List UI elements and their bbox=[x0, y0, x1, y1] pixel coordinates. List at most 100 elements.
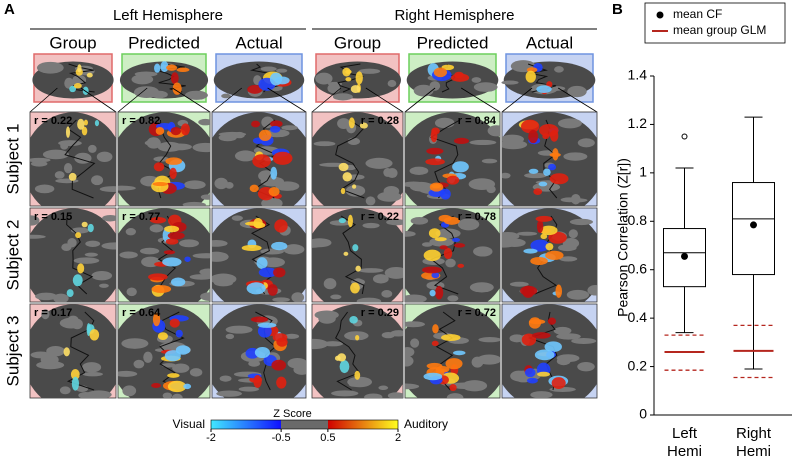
brain-sulcus bbox=[313, 141, 336, 147]
activation-blob bbox=[249, 184, 259, 193]
activation-blob bbox=[347, 214, 353, 228]
activation-blob bbox=[152, 182, 168, 187]
activation-blob bbox=[167, 373, 180, 378]
activation-blob bbox=[89, 329, 100, 341]
activation-blob bbox=[165, 157, 183, 165]
activation-blob bbox=[169, 167, 177, 180]
colorbar-low-label: Visual bbox=[173, 417, 205, 431]
brain-sulcus bbox=[557, 118, 582, 129]
activation-blob bbox=[345, 77, 352, 82]
brain-sulcus bbox=[91, 270, 113, 281]
r-value: r = 0.72 bbox=[458, 307, 496, 319]
activation-blob bbox=[534, 349, 555, 361]
activation-blob bbox=[355, 265, 361, 272]
activation-blob bbox=[359, 122, 368, 129]
brain-image bbox=[405, 112, 500, 206]
brain-sulcus bbox=[377, 191, 402, 202]
brain-sulcus bbox=[477, 354, 500, 365]
brain-surface bbox=[118, 208, 210, 302]
activation-blob bbox=[523, 248, 538, 254]
brain-sulcus bbox=[473, 246, 493, 257]
brain-sulcus bbox=[329, 220, 352, 226]
zoom-line bbox=[267, 87, 307, 113]
brain-sulcus bbox=[291, 292, 305, 302]
brain-sulcus bbox=[133, 86, 160, 98]
brain-sulcus bbox=[331, 390, 359, 397]
activation-blob bbox=[348, 117, 355, 129]
brain-sulcus bbox=[365, 196, 376, 206]
brain-sulcus bbox=[481, 83, 497, 91]
brain-sulcus bbox=[314, 310, 339, 320]
activation-blob bbox=[157, 332, 168, 340]
brain-sulcus bbox=[118, 370, 138, 377]
brain-sulcus bbox=[405, 355, 414, 367]
brain-sulcus bbox=[563, 152, 588, 161]
brain-sulcus bbox=[554, 66, 564, 73]
brain-image bbox=[405, 208, 500, 302]
activation-blob bbox=[271, 241, 288, 251]
brain-sulcus bbox=[182, 201, 206, 206]
brain-sulcus bbox=[312, 338, 329, 350]
brain-sulcus bbox=[587, 285, 597, 296]
brain-image bbox=[30, 208, 116, 302]
y-tick-label: 0.4 bbox=[628, 309, 648, 325]
brain-image bbox=[312, 208, 403, 302]
activation-blob bbox=[268, 187, 280, 197]
brain-sulcus bbox=[571, 338, 597, 345]
brain-sulcus bbox=[272, 297, 290, 302]
activation-blob bbox=[525, 70, 536, 83]
activation-blob bbox=[521, 119, 540, 134]
legend-label: mean CF bbox=[673, 7, 722, 21]
zoom-line bbox=[501, 87, 533, 113]
activation-blob bbox=[170, 277, 186, 287]
activation-blob bbox=[536, 85, 552, 93]
brain-image bbox=[119, 61, 209, 100]
brain-sulcus bbox=[126, 287, 137, 297]
activation-blob bbox=[548, 163, 557, 171]
brain-sulcus bbox=[122, 385, 137, 397]
brain-sulcus bbox=[73, 257, 100, 264]
activation-blob bbox=[543, 168, 551, 176]
brain-sulcus bbox=[386, 219, 403, 226]
activation-blob bbox=[65, 126, 71, 138]
brain-sulcus bbox=[184, 90, 208, 100]
brain-sulcus bbox=[30, 215, 40, 226]
brain-sulcus bbox=[82, 371, 103, 377]
activation-blob bbox=[77, 118, 85, 130]
roi-outline bbox=[64, 119, 96, 199]
brain-sulcus bbox=[315, 72, 333, 85]
r-value: r = 0.17 bbox=[34, 307, 72, 319]
brain-sulcus bbox=[30, 157, 51, 163]
activation-blob bbox=[276, 376, 287, 389]
brain-image bbox=[312, 112, 403, 206]
brain-sulcus bbox=[381, 331, 395, 339]
activation-blob bbox=[258, 129, 272, 142]
activation-blob bbox=[457, 263, 465, 268]
r-value: r = 0.82 bbox=[122, 115, 160, 127]
brain-sulcus bbox=[386, 168, 398, 179]
activation-blob bbox=[151, 285, 172, 294]
activation-blob bbox=[526, 377, 538, 384]
brain-sulcus bbox=[435, 228, 461, 239]
y-tick-label: 0.8 bbox=[628, 212, 648, 228]
activation-blob bbox=[334, 355, 341, 361]
brain-image bbox=[501, 60, 596, 99]
activation-blob bbox=[184, 256, 191, 262]
activation-blob bbox=[342, 172, 352, 182]
activation-blob bbox=[163, 250, 176, 255]
brain-sulcus bbox=[387, 392, 403, 398]
activation-blob bbox=[149, 216, 167, 224]
r-value: r = 0.15 bbox=[34, 211, 72, 223]
activation-blob bbox=[431, 272, 440, 279]
legend-label: mean group GLM bbox=[673, 23, 766, 37]
brain-sulcus bbox=[471, 77, 482, 83]
zoom-line bbox=[211, 87, 243, 113]
zoom-line bbox=[557, 87, 598, 113]
brain-sulcus bbox=[568, 229, 578, 239]
activation-blob bbox=[276, 337, 288, 347]
colorbar-tick-label: 0.5 bbox=[320, 432, 335, 444]
brain-image bbox=[405, 304, 500, 398]
activation-blob bbox=[549, 173, 569, 185]
activation-blob bbox=[549, 152, 561, 157]
panel-label: A bbox=[4, 1, 15, 18]
